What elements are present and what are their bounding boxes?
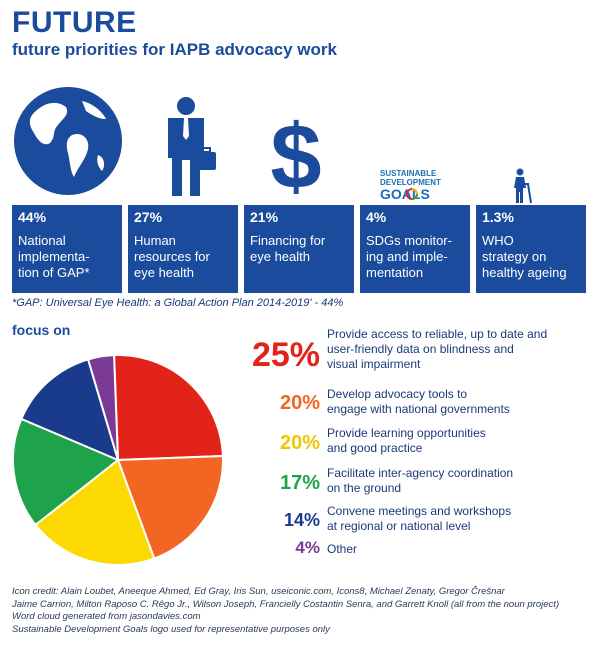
sdg-line1: SUSTAINABLE	[380, 169, 437, 178]
pie-slice-other	[86, 354, 119, 461]
legend-percent-data-access: 25%	[251, 336, 320, 374]
card-percent: 4%	[366, 209, 387, 225]
pie-slice-coordination	[12, 417, 120, 527]
card-percent: 27%	[134, 209, 163, 225]
legend-label-coordination: Facilitate inter-agency coordination on …	[327, 466, 514, 495]
card-label: Human resources for eye health	[134, 233, 210, 280]
card-label: SDGs monitor- ing and imple- mentation	[366, 233, 452, 280]
legend-label-learning: Provide learning opportunities and good …	[327, 426, 486, 455]
priority-card-financing: 21% Financing for eye health	[244, 205, 354, 293]
priority-card-gap: 44% National implementa- tion of GAP*	[12, 205, 122, 293]
pie-slice-meetings	[20, 358, 120, 462]
card-label: Financing for eye health	[250, 233, 326, 264]
page-subtitle: future priorities for IAPB advocacy work	[12, 40, 337, 59]
gap-footnote: *GAP: Universal Eye Health: a Global Act…	[12, 297, 344, 309]
pie-slice-data-access	[113, 354, 224, 462]
legend-percent-meetings: 14%	[283, 510, 320, 530]
card-label: WHO strategy on healthy ageing	[482, 233, 567, 280]
page-title: FUTURE	[12, 6, 137, 39]
sdg-line3: GOALS	[380, 186, 430, 202]
sdg-line2: DEVELOPMENT	[380, 178, 441, 187]
pie-slice-learning	[34, 458, 156, 566]
icon-credits: Icon credit: Alain Loubet, Aneeque Ahmed…	[12, 586, 560, 635]
legend-label-meetings: Convene meetings and workshops at region…	[327, 504, 512, 533]
legend-percent-advocacy-tools: 20%	[279, 392, 320, 414]
focus-heading: focus on	[12, 322, 71, 338]
svg-text:$: $	[270, 110, 321, 194]
legend-percent-other: 4%	[295, 538, 320, 557]
globe-icon	[14, 87, 122, 195]
legend-label-data-access: Provide access to reliable, up to date a…	[327, 327, 548, 371]
dollar-sign-icon: $	[270, 110, 321, 194]
businessman-icon	[168, 97, 216, 196]
sdg-logo-icon: SUSTAINABLE DEVELOPMENT GOALS	[380, 168, 450, 202]
elderly-person-icon	[514, 168, 532, 204]
priority-card-human-resources: 27% Human resources for eye health	[128, 205, 238, 293]
priority-card-sdgs: 4% SDGs monitor- ing and imple- mentatio…	[360, 205, 470, 293]
legend-percent-coordination: 17%	[279, 472, 320, 494]
card-label: National implementa- tion of GAP*	[18, 233, 90, 280]
legend-label-advocacy-tools: Develop advocacy tools to engage with na…	[327, 387, 510, 416]
pie-slice-advocacy-tools	[116, 455, 224, 560]
card-percent: 44%	[18, 209, 47, 225]
legend-label-other: Other	[327, 542, 358, 556]
legend-percent-learning: 20%	[279, 432, 320, 454]
focus-pie-chart	[12, 354, 224, 566]
priority-card-who-strategy: 1.3% WHO strategy on healthy ageing	[476, 205, 586, 293]
card-percent: 1.3%	[482, 209, 514, 225]
card-percent: 21%	[250, 209, 279, 225]
